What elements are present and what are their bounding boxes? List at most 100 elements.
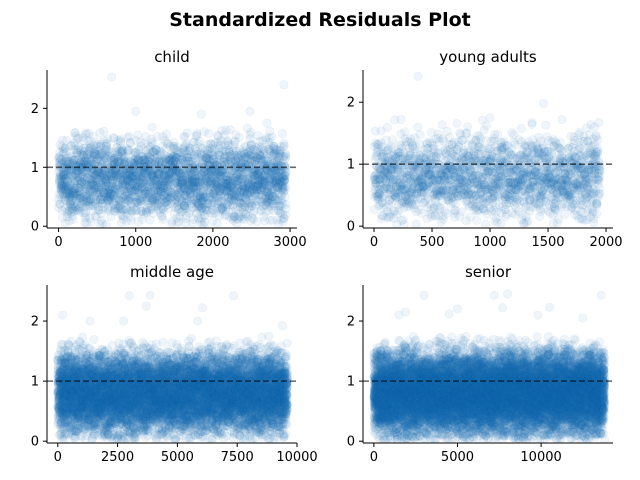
data-point [105,190,115,200]
data-point [68,189,78,199]
data-point [73,172,83,182]
data-point [86,157,97,167]
data-point [74,167,84,178]
data-point [83,159,94,169]
data-point [104,192,114,202]
data-point [82,151,92,161]
data-point [115,188,125,198]
data-point [94,190,104,200]
data-point [59,157,70,168]
data-point [67,206,77,216]
data-point [98,152,109,162]
data-point [106,181,116,191]
data-point [106,189,117,199]
y-tick-label: 2 [347,96,355,111]
data-point [65,189,75,199]
data-point [481,120,492,131]
data-point [58,146,68,156]
data-point [107,175,117,186]
data-point [70,128,81,138]
data-point [97,204,108,215]
data-point [56,186,67,196]
data-point [99,156,109,167]
data-point [115,137,126,148]
data-point [107,150,118,160]
data-point [61,170,71,180]
data-point [84,144,95,154]
data-point [104,174,115,185]
data-point [89,140,99,151]
data-point [96,139,106,150]
data-point [104,171,114,181]
data-point [91,195,101,205]
data-point [104,187,114,197]
data-point [72,148,82,158]
data-point [516,123,526,134]
outlier-point [245,106,255,116]
data-point [100,173,110,184]
data-point [106,163,116,174]
data-point [84,197,94,207]
x-tick-label: 500 [420,235,445,250]
data-point [63,170,73,180]
data-point [58,177,68,188]
data-point [87,187,98,197]
data-point [101,141,111,151]
data-point [83,152,93,162]
data-point [79,191,90,201]
data-point [94,150,105,160]
data-point [110,169,120,179]
data-point [103,195,113,205]
data-point [89,151,99,161]
data-point [114,157,124,167]
data-point [104,163,115,173]
data-point [93,155,103,165]
data-point [60,184,71,194]
data-point [88,206,98,216]
data-point [85,190,95,200]
figure-title: Standardized Residuals Plot [169,9,470,31]
data-point [96,148,106,158]
data-point [89,148,99,159]
data-point [77,168,88,178]
data-point [74,191,84,201]
x-tick-label: 3000 [274,235,307,250]
data-point [80,143,90,153]
data-point [66,191,76,201]
data-point [110,159,121,169]
data-point [69,155,79,166]
data-point [65,198,75,208]
x-tick-label: 2000 [196,235,229,250]
data-point [105,202,116,213]
data-point [117,181,127,191]
data-point [89,172,99,182]
data-point [108,191,118,201]
y-tick-label: 1 [31,161,39,176]
data-point [59,171,69,181]
data-point [110,154,120,164]
data-point [65,190,75,200]
data-point [90,197,101,207]
data-point [108,155,119,165]
data-point [60,144,70,154]
data-point [63,201,73,211]
data-point [73,206,83,216]
data-point [96,209,106,219]
data-point [55,154,66,164]
data-point [117,157,127,167]
data-point [104,167,114,177]
data-point [84,201,94,211]
data-point [59,182,69,193]
data-point [60,185,71,195]
data-point [83,184,93,194]
data-point [81,198,91,208]
data-point [80,187,91,197]
data-point [67,203,77,213]
x-tick-label: 2000 [589,235,622,250]
data-point [53,153,64,163]
data-point [60,179,70,189]
data-point [76,189,86,199]
data-point [69,128,80,138]
data-point [54,157,64,167]
data-point [112,151,122,162]
